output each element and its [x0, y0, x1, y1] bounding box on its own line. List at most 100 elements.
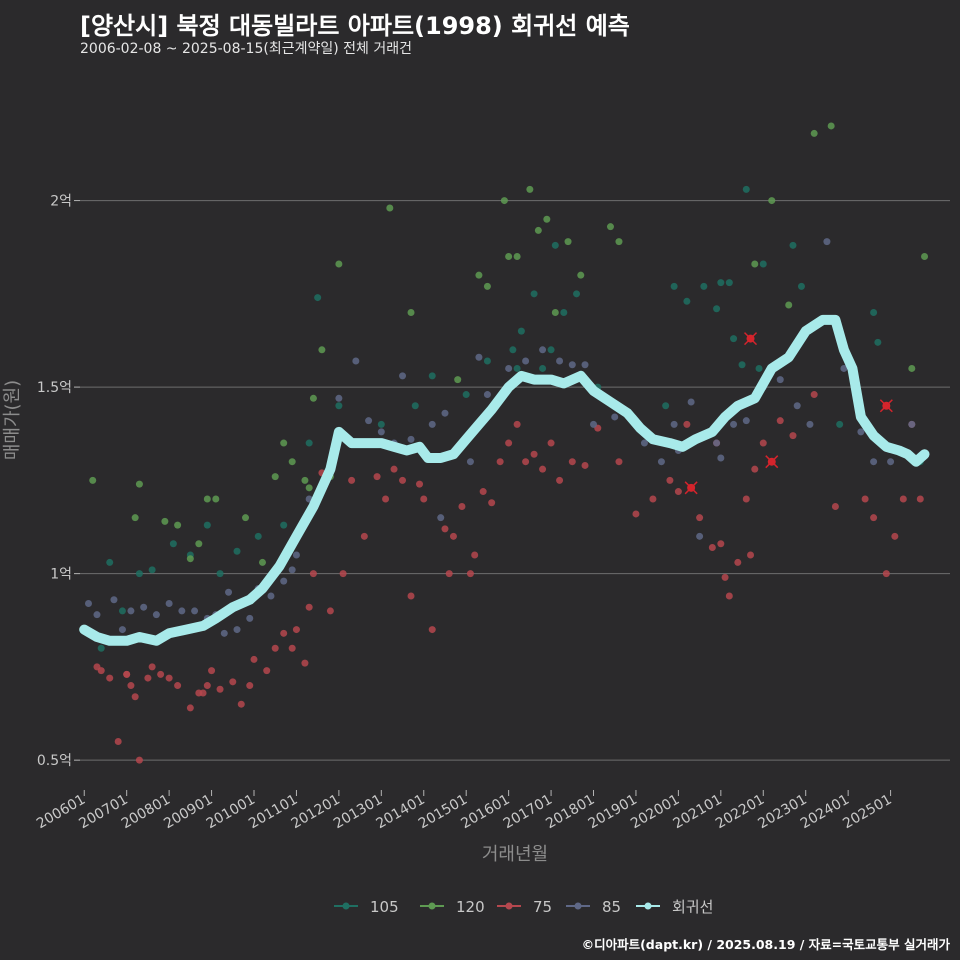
data-point-75 [734, 558, 742, 566]
data-point-85 [288, 566, 296, 574]
data-point-120 [271, 473, 279, 481]
data-point-75 [428, 626, 436, 634]
data-point-105 [280, 521, 288, 529]
data-point-105 [411, 402, 419, 410]
y-axis-title: 매매가(원) [2, 380, 23, 460]
data-point-105 [797, 282, 805, 290]
data-point-105 [513, 364, 521, 372]
data-point-120 [606, 223, 614, 231]
data-point-75 [199, 689, 207, 697]
data-point-75 [208, 667, 216, 675]
data-point-85 [670, 420, 678, 428]
data-point-75 [725, 592, 733, 600]
data-point-75 [581, 461, 589, 469]
data-point-105 [700, 282, 708, 290]
data-point-75 [144, 674, 152, 682]
legend-key-dot [505, 902, 513, 910]
data-point-120 [174, 521, 182, 529]
legend-key-dot [644, 902, 652, 910]
data-point-75 [666, 476, 674, 484]
data-point-120 [534, 226, 542, 234]
data-point-120 [258, 558, 266, 566]
data-point-120 [908, 364, 916, 372]
data-point-105 [683, 297, 691, 305]
data-point-105 [789, 241, 797, 249]
scatter-points [84, 122, 929, 764]
data-point-75 [539, 465, 547, 473]
chart-subtitle: 2006-02-08 ~ 2025-08-15(최근계약일) 전체 거래건 [80, 41, 412, 57]
data-point-120 [309, 394, 317, 402]
data-point-85 [140, 603, 148, 611]
data-point-120 [89, 476, 97, 484]
data-point-75 [390, 465, 398, 473]
data-point-75 [106, 674, 114, 682]
data-point-85 [556, 357, 564, 365]
data-point-105 [517, 327, 525, 335]
data-point-75 [263, 667, 271, 675]
data-point-75 [916, 495, 924, 503]
legend-item-120: 120 [420, 898, 485, 916]
data-point-85 [908, 420, 916, 428]
data-point-75 [237, 700, 245, 708]
data-point-120 [475, 271, 483, 279]
data-point-75 [339, 570, 347, 578]
data-point-75 [305, 603, 313, 611]
data-point-75 [496, 458, 504, 466]
data-point-75 [309, 570, 317, 578]
data-point-105 [530, 290, 538, 298]
data-point-75 [471, 551, 479, 559]
data-point-120 [505, 253, 513, 261]
data-point-75 [466, 570, 474, 578]
data-point-75 [382, 495, 390, 503]
data-point-75 [810, 391, 818, 399]
data-point-75 [271, 644, 279, 652]
data-point-85 [110, 596, 118, 604]
data-point-75 [445, 570, 453, 578]
data-point-85 [178, 607, 186, 615]
data-point-105 [169, 540, 177, 548]
data-point-105 [662, 402, 670, 410]
data-point-85 [581, 361, 589, 369]
data-point-75 [488, 499, 496, 507]
data-point-85 [793, 402, 801, 410]
data-point-105 [203, 521, 211, 529]
data-point-85 [870, 458, 878, 466]
data-point-75 [776, 417, 784, 425]
outlier-cross [684, 481, 698, 495]
y-tick-label: 0.5억 [37, 753, 72, 769]
data-point-75 [416, 480, 424, 488]
data-point-85 [696, 532, 704, 540]
data-point-105 [377, 420, 385, 428]
data-point-85 [522, 357, 530, 365]
legend-item-85: 85 [566, 898, 621, 916]
data-point-85 [717, 454, 725, 462]
data-point-75 [135, 756, 143, 764]
data-point-75 [123, 670, 131, 678]
data-point-85 [127, 607, 135, 615]
data-point-120 [186, 555, 194, 563]
data-point-85 [292, 551, 300, 559]
data-point-75 [615, 458, 623, 466]
data-point-105 [742, 185, 750, 193]
data-point-75 [250, 655, 258, 663]
data-point-105 [551, 241, 559, 249]
data-point-75 [216, 685, 224, 693]
data-point-75 [407, 592, 415, 600]
data-point-75 [229, 678, 237, 686]
data-point-120 [131, 514, 139, 522]
data-point-75 [530, 450, 538, 458]
data-point-85 [335, 394, 343, 402]
data-point-105 [560, 308, 568, 316]
data-point-105 [483, 357, 491, 365]
data-point-75 [547, 439, 555, 447]
data-point-75 [708, 544, 716, 552]
data-point-120 [305, 484, 313, 492]
y-tick-label: 1.5억 [37, 380, 72, 396]
data-point-75 [360, 532, 368, 540]
data-point-105 [216, 570, 224, 578]
data-point-105 [254, 532, 262, 540]
data-point-120 [386, 204, 394, 212]
data-point-120 [921, 253, 929, 261]
data-point-120 [242, 514, 250, 522]
